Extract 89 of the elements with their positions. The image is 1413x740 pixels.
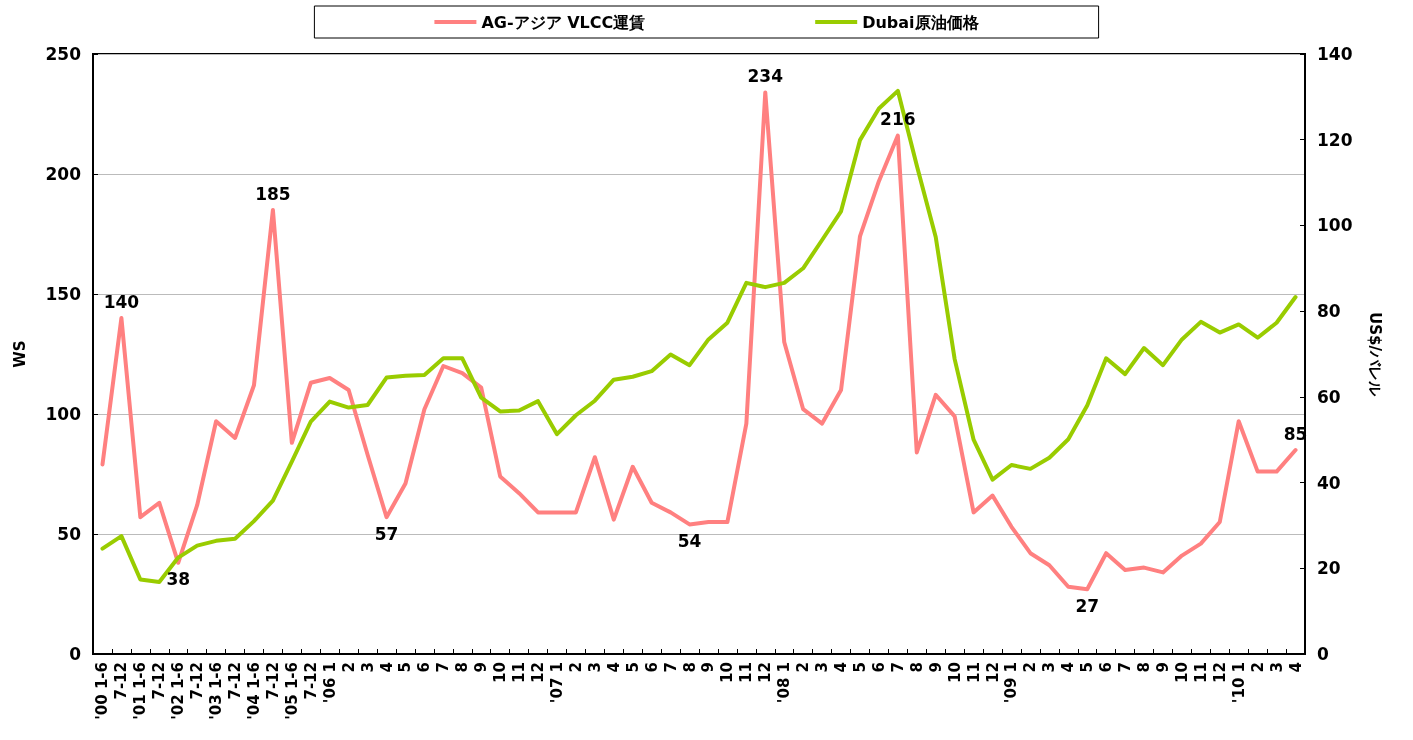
- x-tick-label: '09 1: [1002, 662, 1021, 704]
- x-tick-label: '01 1-6: [131, 662, 150, 720]
- x-tick-label: '02 1-6: [169, 662, 188, 720]
- data-label: 27: [1075, 595, 1100, 616]
- data-label: 38: [166, 569, 191, 590]
- y2-tick-label: 20: [1317, 558, 1341, 579]
- x-tick-label: 7: [1116, 662, 1135, 673]
- x-tick-label: 2: [1021, 662, 1040, 673]
- x-tick-label: 7-12: [226, 662, 245, 700]
- x-tick-label: 2: [1248, 662, 1267, 673]
- y2-tick-label: 120: [1317, 129, 1353, 150]
- x-tick-label: 9: [699, 662, 718, 673]
- x-tick-label: 4: [832, 662, 851, 673]
- x-tick-label: 7-12: [150, 662, 169, 700]
- x-tick-label: 8: [453, 662, 472, 673]
- x-tick-label: 5: [396, 662, 415, 673]
- legend-label: AG-アジア VLCC運賃: [481, 12, 646, 32]
- y-tick-label: 200: [45, 164, 82, 184]
- x-tick-label: 2: [339, 662, 358, 673]
- x-tick-label: 7-12: [188, 662, 207, 700]
- x-tick-label: 4: [1059, 662, 1078, 673]
- y-tick-label: 150: [45, 284, 82, 304]
- x-tick-label: 4: [377, 662, 396, 673]
- y2-tick-label: 60: [1317, 386, 1341, 407]
- y2-tick-label: 100: [1317, 215, 1353, 236]
- x-tick-label: '07 1: [547, 662, 566, 704]
- x-tick-label: 9: [926, 662, 945, 673]
- x-tick-label: 8: [1135, 662, 1154, 673]
- x-tick-label: '10 1: [1229, 662, 1248, 704]
- data-label: 57: [374, 523, 399, 544]
- data-label: 234: [747, 65, 784, 86]
- x-tick-label: 11: [737, 662, 756, 683]
- y-tick-label: 0: [69, 644, 82, 664]
- x-tick-label: 9: [1153, 662, 1172, 673]
- x-tick-label: 3: [358, 662, 377, 673]
- x-tick-label: 10: [491, 662, 510, 683]
- x-tick-label: 9: [472, 662, 491, 673]
- y-tick-label: 250: [45, 44, 82, 64]
- x-tick-label: 10: [718, 662, 737, 683]
- data-label: 54: [677, 530, 702, 551]
- x-tick-label: '04 1-6: [244, 662, 263, 720]
- x-tick-label: 12: [529, 662, 548, 683]
- y-axis-title: WS: [10, 340, 29, 368]
- x-tick-label: 6: [869, 662, 888, 673]
- x-tick-label: 3: [813, 662, 832, 673]
- x-tick-label: 10: [1172, 662, 1191, 683]
- y2-tick-label: 80: [1317, 301, 1341, 322]
- legend-label: Dubai原油価格: [862, 12, 980, 32]
- y2-tick-label: 0: [1317, 644, 1329, 664]
- y2-tick-label: 140: [1317, 44, 1353, 64]
- x-tick-label: 6: [415, 662, 434, 673]
- x-tick-label: 3: [1040, 662, 1059, 673]
- x-tick-label: 11: [964, 662, 983, 683]
- x-tick-label: 7: [888, 662, 907, 673]
- x-tick-label: 11: [1191, 662, 1210, 683]
- x-tick-label: 6: [642, 662, 661, 673]
- x-tick-label: 12: [983, 662, 1002, 683]
- y2-axis-title: US$/バレル: [1365, 312, 1384, 397]
- x-tick-label: 5: [850, 662, 869, 673]
- x-tick-label: 12: [1210, 662, 1229, 683]
- x-tick-label: 10: [945, 662, 964, 683]
- data-label: 140: [103, 291, 140, 312]
- x-tick-label: '08 1: [775, 662, 794, 704]
- x-tick-label: 8: [907, 662, 926, 673]
- x-tick-label: '05 1-6: [282, 662, 301, 720]
- data-label: 185: [255, 183, 291, 204]
- x-tick-label: 11: [510, 662, 529, 683]
- x-tick-label: 4: [604, 662, 623, 673]
- x-tick-label: 3: [585, 662, 604, 673]
- x-tick-label: 7-12: [301, 662, 320, 700]
- x-tick-label: 12: [756, 662, 775, 683]
- x-tick-label: 7-12: [263, 662, 282, 700]
- y2-tick-label: 40: [1317, 472, 1341, 493]
- x-tick-label: 4: [1286, 662, 1305, 673]
- x-tick-label: 3: [1267, 662, 1286, 673]
- x-tick-label: '06 1: [320, 662, 339, 704]
- x-tick-label: 8: [680, 662, 699, 673]
- x-tick-label: 5: [623, 662, 642, 673]
- x-tick-label: 5: [1078, 662, 1097, 673]
- y-tick-label: 50: [57, 524, 82, 544]
- x-tick-label: 2: [566, 662, 585, 673]
- x-tick-label: 7: [661, 662, 680, 673]
- x-tick-label: '00 1-6: [93, 662, 112, 720]
- x-tick-label: 7: [434, 662, 453, 673]
- x-tick-label: 7-12: [112, 662, 131, 700]
- x-tick-label: '03 1-6: [207, 662, 226, 720]
- x-tick-label: 6: [1097, 662, 1116, 673]
- x-tick-label: 2: [794, 662, 813, 673]
- y-tick-label: 100: [45, 404, 82, 424]
